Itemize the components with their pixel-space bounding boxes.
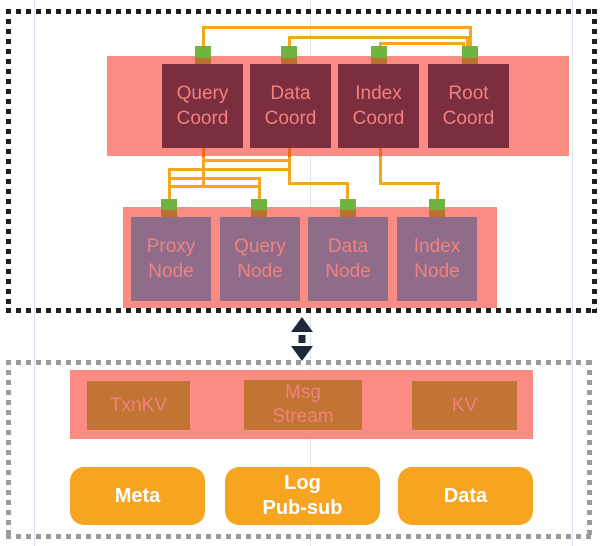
port-green-icon <box>340 199 356 210</box>
wire <box>379 182 440 185</box>
frame-edge <box>6 308 597 313</box>
frame-edge <box>6 9 11 313</box>
storage-label: Log Pub-sub <box>262 472 343 519</box>
node-box-proxy-node: Proxy Node <box>131 217 211 301</box>
node-label: Query Node <box>234 236 286 282</box>
port-green-icon <box>371 46 387 58</box>
port-brown-icon <box>371 58 387 68</box>
wire-stub <box>379 148 382 157</box>
wire <box>202 157 205 188</box>
node-label: Index Node <box>413 236 461 282</box>
coordinator-label: Index Coord <box>352 83 405 129</box>
wire <box>379 157 382 185</box>
frame-edge <box>6 9 597 14</box>
wire <box>169 185 261 188</box>
port-green-icon <box>462 46 478 58</box>
coordinator-box-data-coord: Data Coord <box>250 64 331 148</box>
node-box-data-node: Data Node <box>308 217 388 301</box>
coordinator-label: Data Coord <box>264 83 317 129</box>
bidirectional-arrow-icon <box>291 317 313 361</box>
wire <box>379 42 382 48</box>
wire <box>466 36 469 48</box>
wire <box>436 182 439 201</box>
coordinator-box-index-coord: Index Coord <box>338 64 419 148</box>
wire <box>379 42 465 45</box>
guide-line <box>34 0 35 546</box>
frame-edge <box>6 534 592 539</box>
frame-edge <box>6 360 592 365</box>
port-green-icon <box>161 199 177 210</box>
kv-label: Msg Stream <box>272 382 334 427</box>
wire <box>168 168 171 201</box>
coordinator-box-root-coord: Root Coord <box>428 64 509 148</box>
wire <box>469 26 472 48</box>
frame-edge <box>6 360 11 539</box>
kv-box-msg-stream: Msg Stream <box>244 380 362 430</box>
port-green-icon <box>429 199 445 210</box>
port-brown-icon <box>429 210 445 219</box>
storage-box-meta: Meta <box>70 467 205 525</box>
frame-edge <box>587 360 592 539</box>
wire <box>169 177 261 180</box>
wire <box>346 182 349 201</box>
kv-label: TxnKV <box>109 394 168 416</box>
port-green-icon <box>281 46 297 58</box>
wire <box>258 177 261 201</box>
wire <box>202 26 205 48</box>
node-label: Proxy Node <box>146 236 196 282</box>
storage-label: Data <box>443 484 488 507</box>
node-box-query-node: Query Node <box>220 217 300 301</box>
wire <box>288 36 291 48</box>
wire <box>288 36 469 39</box>
node-box-index-node: Index Node <box>397 217 477 301</box>
port-green-icon <box>195 46 211 58</box>
port-brown-icon <box>195 58 211 68</box>
kv-box-kv: KV <box>412 381 517 430</box>
kv-label: KV <box>451 394 478 416</box>
coordinator-label: Root Coord <box>442 83 495 129</box>
port-green-icon <box>251 199 267 210</box>
coordinator-box-query-coord: Query Coord <box>162 64 243 148</box>
frame-edge <box>592 9 597 313</box>
storage-label: Meta <box>114 484 161 507</box>
wire <box>462 42 465 48</box>
wire <box>202 159 291 162</box>
kv-box-txnkv: TxnKV <box>87 381 190 430</box>
port-brown-icon <box>462 58 478 68</box>
wire <box>288 157 291 185</box>
coordinator-label: Query Coord <box>176 83 229 129</box>
wire <box>169 168 291 171</box>
port-brown-icon <box>161 210 177 219</box>
port-brown-icon <box>281 58 297 68</box>
storage-box-log-pub-sub: Log Pub-sub <box>225 467 380 525</box>
port-brown-icon <box>340 210 356 219</box>
node-label: Data Node <box>325 236 371 282</box>
storage-box-data: Data <box>398 467 533 525</box>
wire-stub <box>202 148 205 157</box>
wire <box>288 182 349 185</box>
wire-stub <box>288 148 291 157</box>
port-brown-icon <box>251 210 267 219</box>
wire <box>202 26 472 29</box>
guide-line <box>572 0 573 546</box>
